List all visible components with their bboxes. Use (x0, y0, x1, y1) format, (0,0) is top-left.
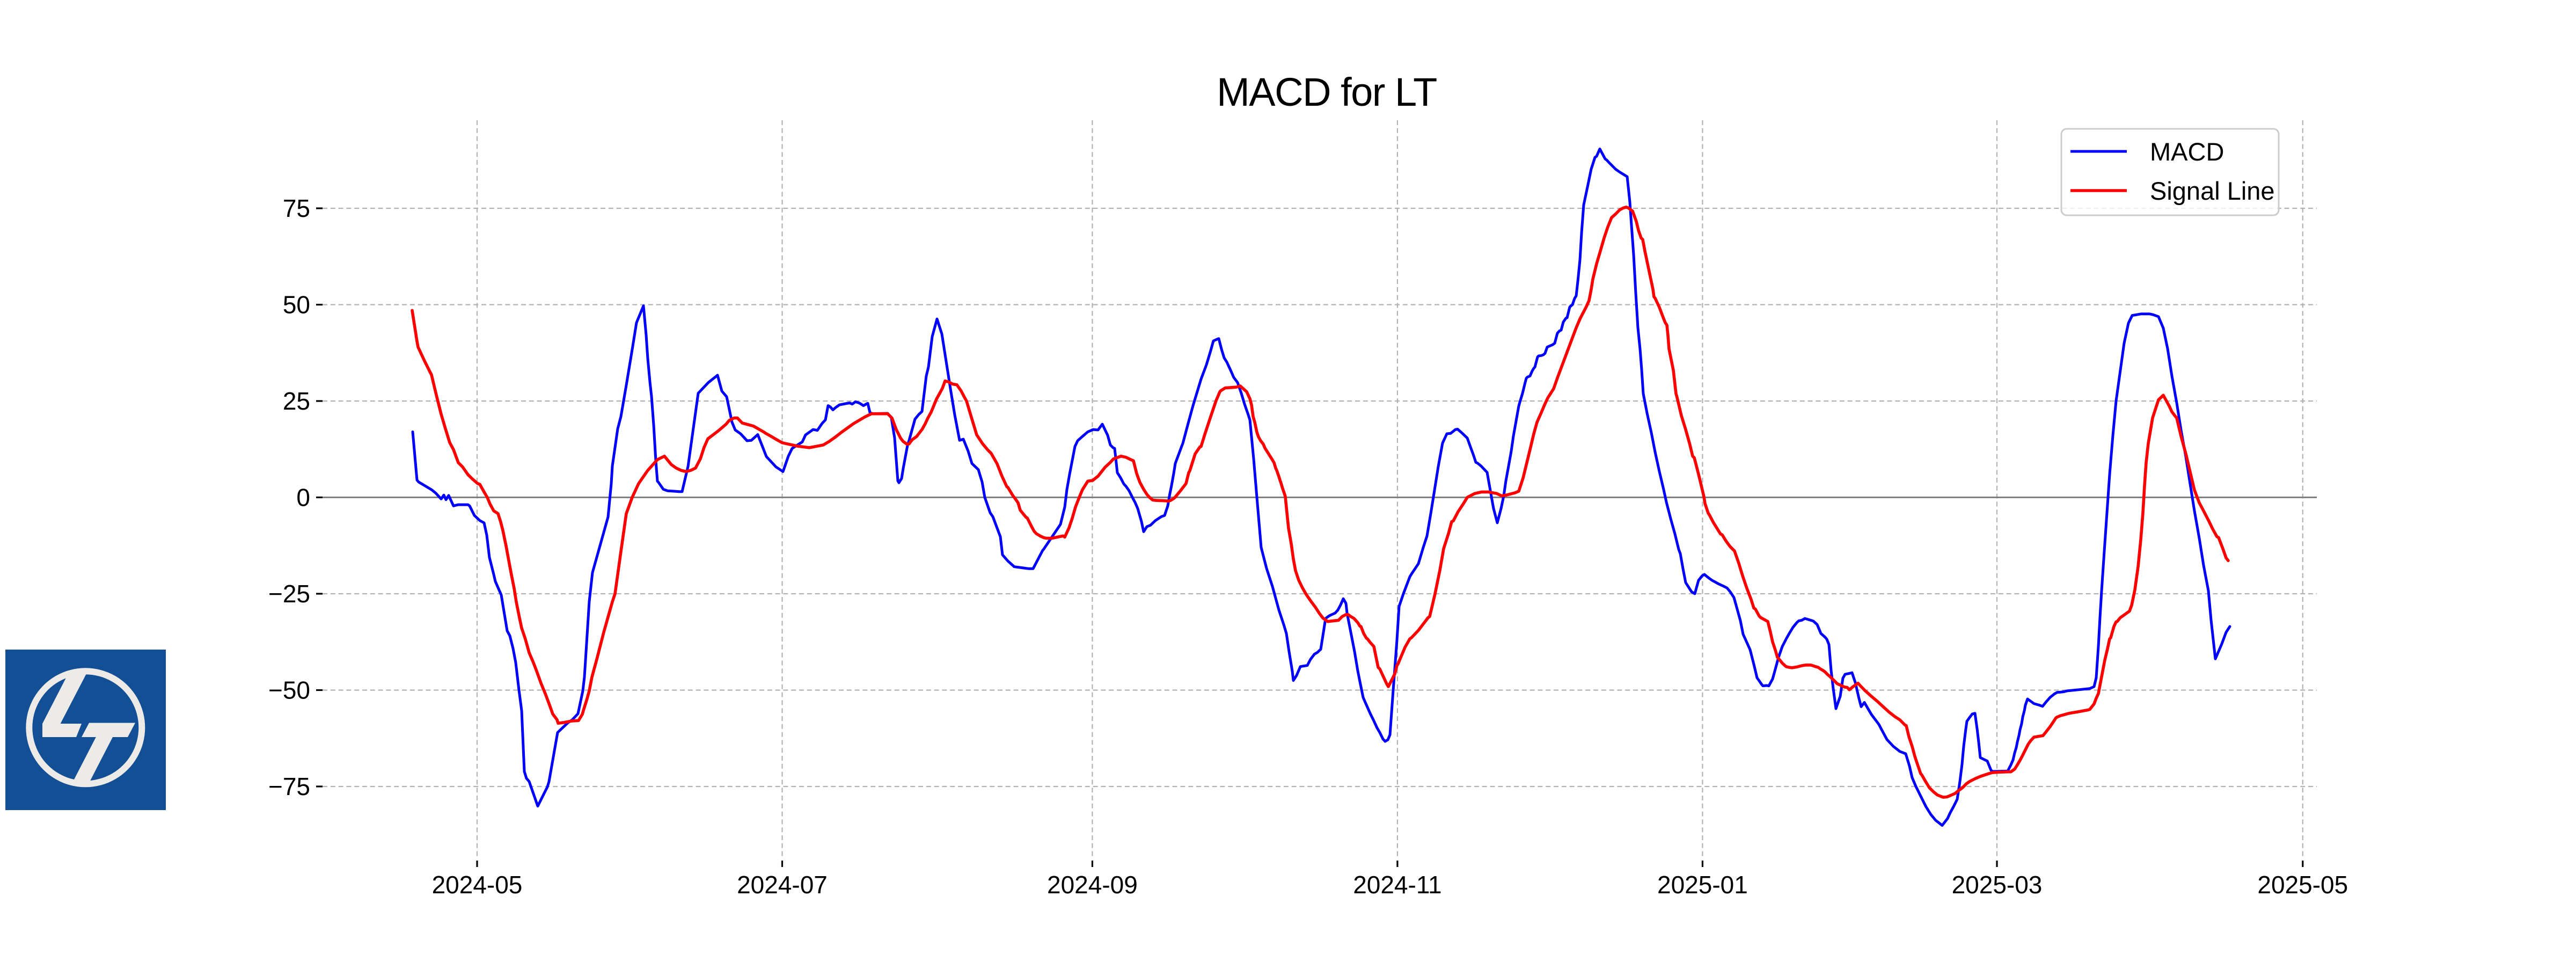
svg-text:2025-01: 2025-01 (1657, 871, 1748, 899)
svg-text:−25: −25 (268, 580, 310, 608)
svg-text:Signal Line: Signal Line (2150, 177, 2275, 205)
svg-text:2025-05: 2025-05 (2257, 871, 2348, 899)
svg-text:25: 25 (283, 387, 310, 415)
svg-text:−50: −50 (268, 676, 310, 704)
svg-text:0: 0 (296, 484, 310, 512)
svg-text:2024-05: 2024-05 (432, 871, 523, 899)
svg-text:2024-07: 2024-07 (737, 871, 828, 899)
svg-text:MACD for LT: MACD for LT (1217, 70, 1437, 114)
svg-text:2024-11: 2024-11 (1353, 871, 1441, 899)
svg-text:−75: −75 (268, 773, 310, 800)
svg-text:MACD: MACD (2150, 137, 2224, 166)
svg-text:2024-09: 2024-09 (1047, 871, 1138, 899)
svg-text:75: 75 (283, 194, 310, 222)
svg-text:50: 50 (283, 291, 310, 319)
svg-text:2025-03: 2025-03 (1952, 871, 2043, 899)
